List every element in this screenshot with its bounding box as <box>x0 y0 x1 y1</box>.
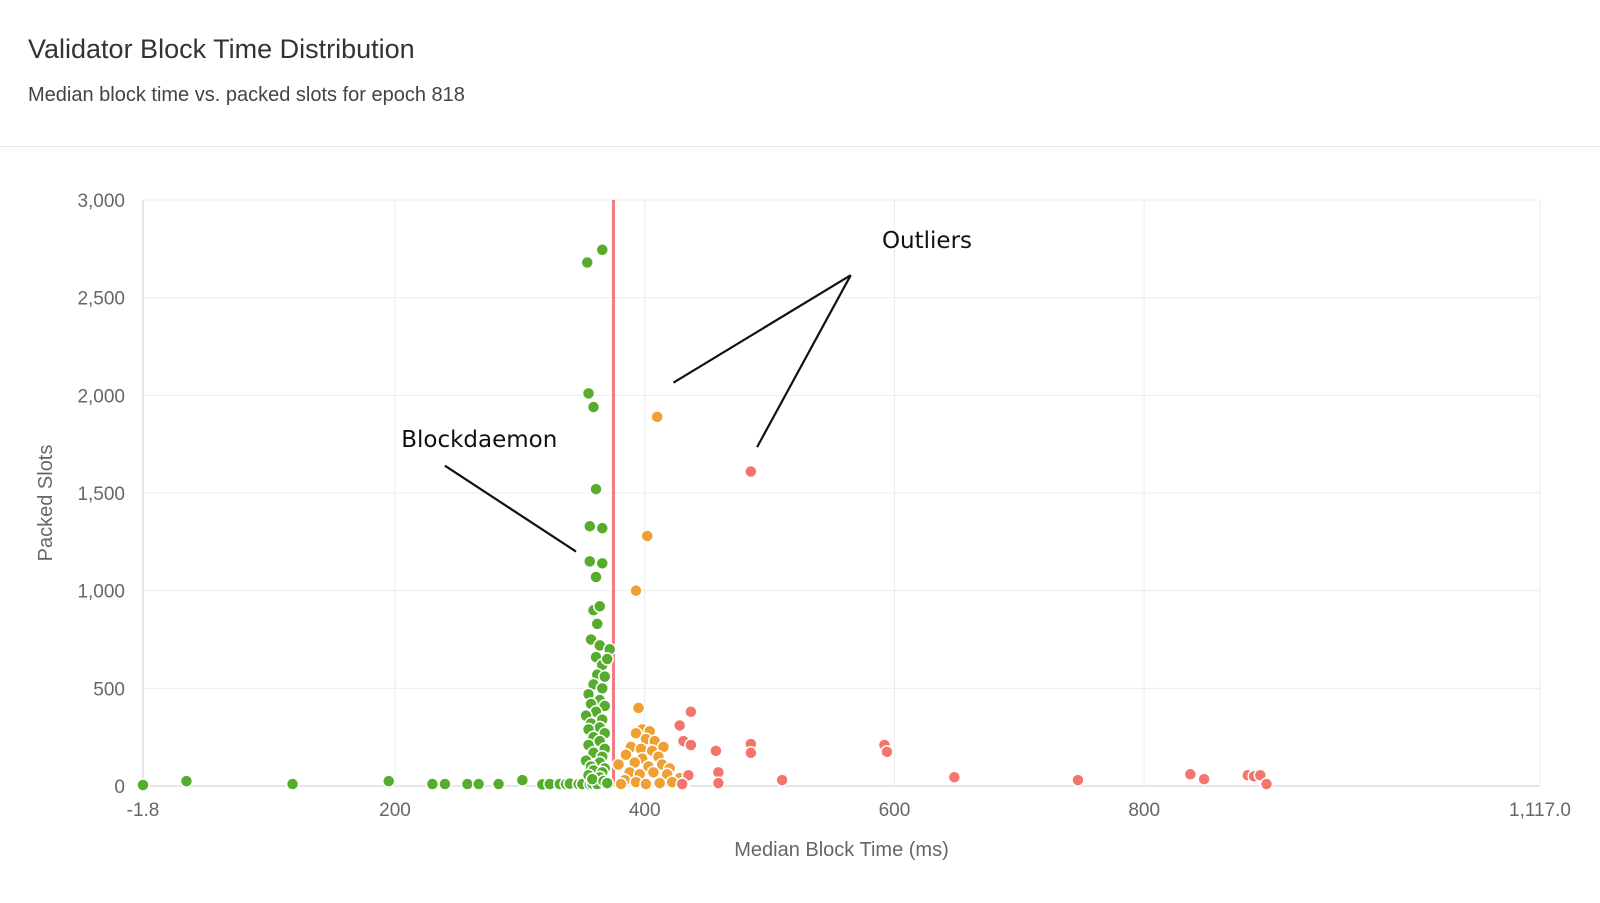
green-point <box>595 243 610 257</box>
x-tick-label: 600 <box>879 800 911 821</box>
orange-point <box>650 410 664 424</box>
green-point <box>583 554 597 569</box>
x-tick-label: 800 <box>1128 800 1160 821</box>
annotation-label: Blockdaemon <box>401 427 557 453</box>
data-points <box>136 243 1274 792</box>
x-tick-label: 200 <box>379 800 411 821</box>
orange-point <box>619 747 633 762</box>
y-tick-label: 0 <box>114 777 125 798</box>
green-point <box>460 777 475 791</box>
red-point <box>672 718 687 733</box>
axes: -1.8 200 400 600 800 1,117.0 0 500 1,000 1,500 2,0… <box>77 191 1571 821</box>
y-tick-label: 2,500 <box>77 289 125 310</box>
orange-point <box>614 777 628 791</box>
orange-point <box>629 583 643 598</box>
red-point <box>744 746 758 760</box>
chart-header: Validator Block Time Distribution Median… <box>0 0 1600 147</box>
red-point <box>711 776 726 790</box>
green-point <box>595 556 610 571</box>
green-point <box>581 386 596 401</box>
chart-subtitle: Median block time vs. packed slots for e… <box>28 84 465 106</box>
x-tick-label: 1,117.0 <box>1509 800 1571 821</box>
red-point <box>947 770 962 784</box>
y-tick-label: 3,000 <box>77 191 125 212</box>
annotations: Outliers Blockdaemon <box>401 228 972 553</box>
x-tick-label: -1.8 <box>127 800 160 821</box>
green-point <box>598 669 612 684</box>
green-point <box>136 778 150 792</box>
green-point <box>583 519 597 533</box>
green-point <box>600 776 615 790</box>
green-point <box>589 482 603 496</box>
orange-point <box>631 701 646 715</box>
y-axis-title: Packed Slots <box>35 445 57 562</box>
y-tick-label: 2,000 <box>77 386 125 407</box>
orange-point <box>629 726 643 741</box>
green-point <box>600 652 615 666</box>
annotation-pointer-line <box>756 274 852 448</box>
green-point <box>438 777 452 791</box>
red-point <box>1197 772 1211 786</box>
red-point <box>709 744 723 758</box>
annotation-label: Outliers <box>882 228 972 254</box>
red-point <box>1259 777 1274 791</box>
annotation-pointer-line <box>672 274 852 384</box>
y-tick-label: 1,000 <box>77 582 125 603</box>
green-point <box>595 681 610 696</box>
y-tick-label: 500 <box>93 679 125 700</box>
chart-title: Validator Block Time Distribution <box>28 34 415 64</box>
green-point <box>471 777 486 791</box>
red-point <box>744 464 758 479</box>
green-point <box>285 777 300 791</box>
orange-point <box>611 757 626 772</box>
red-point <box>684 738 698 752</box>
green-point <box>515 773 530 787</box>
green-point <box>580 255 595 270</box>
green-point <box>585 772 600 786</box>
red-point <box>775 773 789 787</box>
green-point <box>593 599 607 614</box>
grid-lines <box>142 199 1541 787</box>
orange-point <box>652 776 667 790</box>
y-tick-label: 1,500 <box>77 484 125 505</box>
green-point <box>381 774 396 788</box>
x-tick-label: 400 <box>629 800 661 821</box>
orange-point <box>639 777 653 791</box>
green-point <box>586 400 601 414</box>
green-point <box>589 570 603 584</box>
red-point <box>1071 773 1085 787</box>
orange-point <box>640 529 654 543</box>
green-point <box>179 774 194 788</box>
green-point <box>595 521 610 535</box>
orange-point <box>646 765 661 780</box>
green-point <box>590 617 605 631</box>
red-point <box>684 705 698 719</box>
green-point <box>425 777 440 791</box>
green-point <box>491 777 506 791</box>
red-point <box>675 777 689 791</box>
red-point <box>880 745 894 759</box>
x-axis-title: Median Block Time (ms) <box>734 839 949 861</box>
annotation-pointer-line <box>444 464 577 553</box>
red-point <box>1183 767 1198 782</box>
